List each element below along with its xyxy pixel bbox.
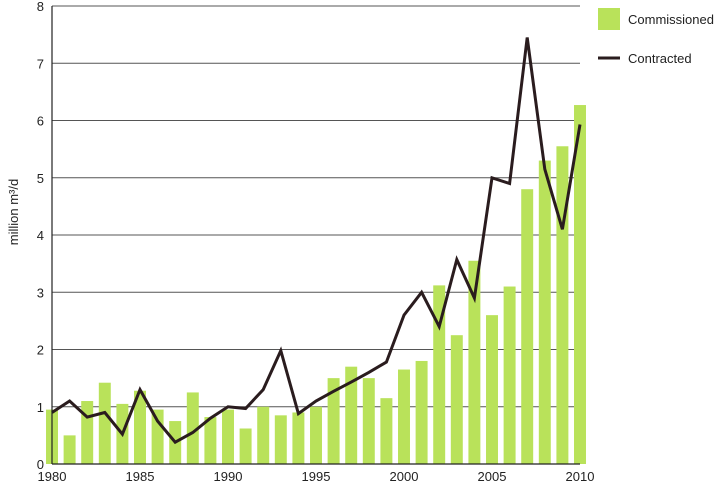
y-tick-2: 2 [37, 343, 44, 358]
bar-commissioned-1988 [186, 392, 199, 464]
x-tick-labels: 1980 1985 1990 1995 2000 2005 2010 [38, 469, 595, 484]
x-tick-2005: 2005 [478, 469, 507, 484]
grid [52, 5, 580, 408]
bar-commissioned-1990 [222, 409, 234, 464]
contracted-line-group [51, 37, 582, 445]
y-tick-0: 0 [37, 457, 44, 472]
bar-commissioned-1992 [257, 406, 270, 464]
bar-commissioned-2003 [450, 335, 463, 464]
legend-label-commissioned: Commissioned [628, 12, 714, 27]
bar-commissioned-1995 [310, 406, 322, 464]
line-contracted [51, 37, 582, 445]
bar-commissioned-2009 [556, 146, 569, 464]
bar-commissioned-2008 [538, 160, 551, 464]
legend-label-contracted: Contracted [628, 51, 692, 66]
y-tick-1: 1 [37, 400, 44, 415]
y-tick-7: 7 [37, 56, 44, 71]
bar-commissioned-1985 [134, 390, 146, 464]
bar-commissioned-2000 [398, 369, 410, 464]
bar-commissioned-2010 [574, 105, 586, 464]
bar-commissioned-1994 [292, 412, 305, 464]
y-axis-label: million m³/d [6, 179, 21, 245]
x-tick-2010: 2010 [566, 469, 595, 484]
legend-swatch-commissioned [598, 8, 620, 30]
y-tick-labels: 0 1 2 3 4 5 6 7 8 [37, 0, 44, 472]
bar-commissioned-2004 [468, 260, 481, 464]
legend: Commissioned Contracted [598, 8, 714, 66]
bar-commissioned-1981 [63, 435, 76, 464]
bar-commissioned-1989 [204, 417, 217, 464]
x-tick-1995: 1995 [302, 469, 331, 484]
x-tick-1985: 1985 [126, 469, 155, 484]
bar-commissioned-1998 [362, 378, 375, 464]
bar-commissioned-1986 [151, 409, 164, 464]
y-tick-8: 8 [37, 0, 44, 14]
bar-commissioned-2002 [433, 285, 446, 464]
bar-commissioned-1997 [345, 366, 358, 464]
bar-commissioned-1999 [380, 398, 393, 464]
bar-commissioned-1996 [327, 378, 340, 464]
bar-commissioned-1991 [239, 428, 252, 464]
x-tick-2000: 2000 [390, 469, 419, 484]
bar-commissioned-2005 [486, 315, 498, 464]
bar-commissioned-2007 [521, 189, 534, 464]
axes [51, 6, 580, 465]
bars [46, 105, 586, 464]
y-tick-4: 4 [37, 228, 44, 243]
y-tick-5: 5 [37, 171, 44, 186]
y-tick-6: 6 [37, 114, 44, 129]
x-tick-1980: 1980 [38, 469, 67, 484]
y-tick-3: 3 [37, 285, 44, 300]
x-tick-1990: 1990 [214, 469, 243, 484]
bar-commissioned-2001 [415, 360, 428, 464]
bar-commissioned-2006 [503, 286, 516, 464]
bar-commissioned-1982 [81, 401, 94, 464]
bar-commissioned-1983 [98, 382, 111, 464]
bar-commissioned-1993 [274, 415, 287, 464]
